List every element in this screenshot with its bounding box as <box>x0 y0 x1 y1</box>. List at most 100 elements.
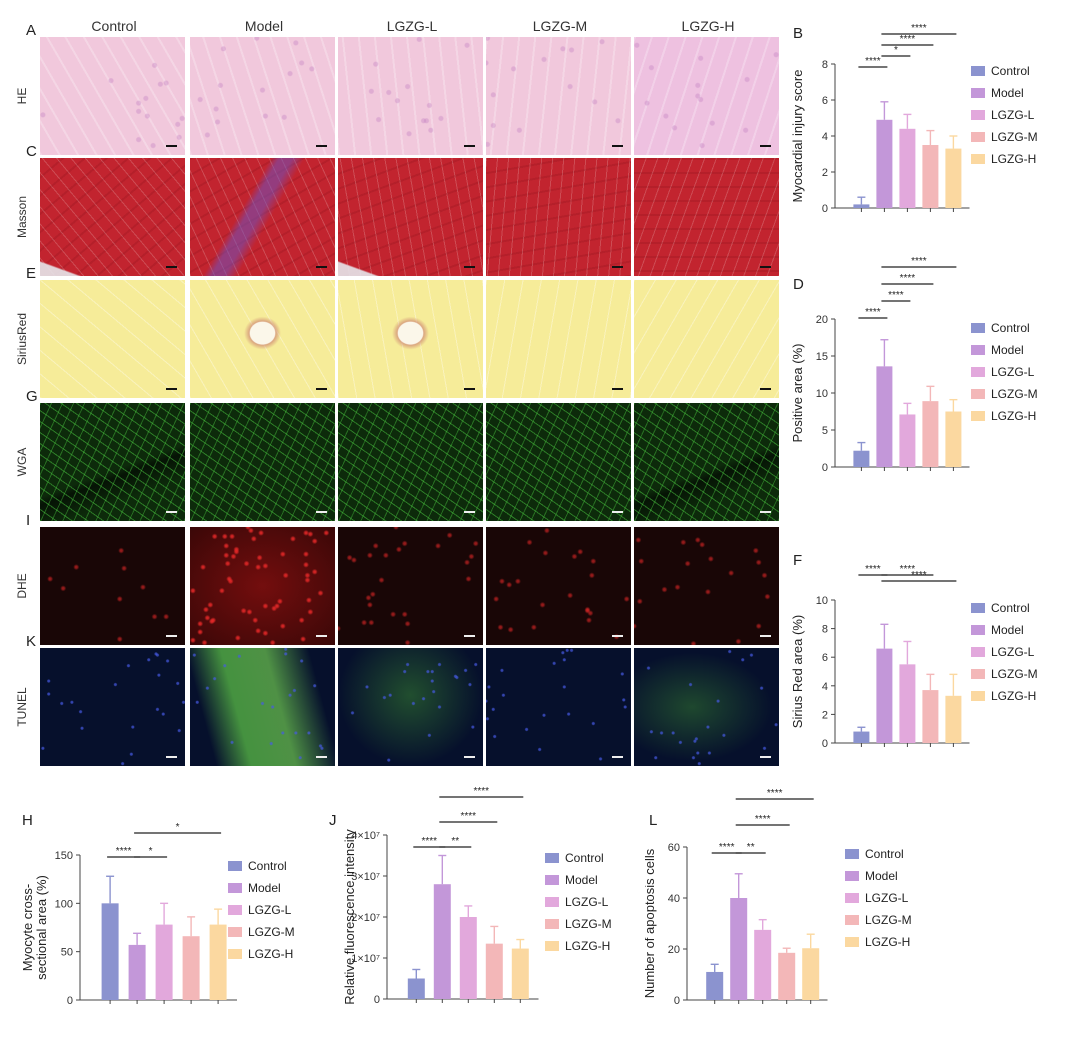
y-axis-label: Myocardial injury score <box>790 70 805 203</box>
legend-swatch <box>971 603 985 613</box>
scale-bar <box>612 635 623 637</box>
significance-label: **** <box>755 814 771 825</box>
micrograph-tile <box>338 527 483 645</box>
micrograph-tile <box>40 527 185 645</box>
panel-letter: K <box>26 633 37 650</box>
scale-bar <box>166 145 177 147</box>
legend-swatch <box>971 669 985 679</box>
micrograph-tile <box>486 37 631 155</box>
legend-label: LGZG-M <box>991 667 1038 681</box>
micrograph-tile <box>338 648 483 766</box>
scale-bar <box>612 511 623 513</box>
y-tick-label: 20 <box>668 944 680 956</box>
y-tick-label: 2 <box>822 709 828 721</box>
legend-label: LGZG-H <box>248 947 293 961</box>
y-tick-label: 0 <box>822 462 828 474</box>
row-label: HE <box>15 87 29 105</box>
legend-label: LGZG-L <box>991 108 1035 122</box>
panel-letter: H <box>22 812 33 829</box>
significance-label: **** <box>474 786 490 797</box>
legend-label: LGZG-H <box>565 939 610 953</box>
column-header: Control <box>91 18 137 34</box>
y-axis-label: sectional area (%) <box>34 875 49 980</box>
y-tick-label: 20 <box>816 314 828 326</box>
bar-lgzg-h <box>802 948 820 1000</box>
bar-lgzg-l <box>899 128 916 208</box>
bar-control <box>101 903 119 1000</box>
y-tick-label: 10 <box>816 388 828 400</box>
scale-bar <box>316 511 327 513</box>
scale-bar <box>760 635 771 637</box>
bar-lgzg-m <box>485 943 503 999</box>
scale-bar <box>166 635 177 637</box>
legend-label: LGZG-M <box>248 925 295 939</box>
bar-lgzg-h <box>945 148 962 208</box>
scale-bar <box>316 756 327 758</box>
significance-label: **** <box>900 34 916 45</box>
legend-label: LGZG-M <box>865 913 912 927</box>
scale-bar <box>760 511 771 513</box>
legend-swatch <box>971 88 985 98</box>
bar-model <box>433 884 451 999</box>
significance-label: **** <box>461 811 477 822</box>
legend-swatch <box>971 323 985 333</box>
significance-label: ** <box>747 842 755 853</box>
significance-label: **** <box>865 307 881 318</box>
bar-lgzg-h <box>209 924 227 1000</box>
legend-label: LGZG-M <box>991 130 1038 144</box>
bar-lgzg-h <box>945 411 962 467</box>
micrograph-tile <box>486 280 631 398</box>
legend-label: Control <box>565 851 604 865</box>
significance-label: **** <box>865 56 881 67</box>
micrograph-tile <box>190 280 335 398</box>
y-tick-label: 10 <box>816 595 828 607</box>
scale-bar <box>316 145 327 147</box>
column-header: LGZG-L <box>386 18 438 34</box>
row-label: WGA <box>15 447 29 477</box>
scale-bar <box>464 266 475 268</box>
micrograph-tile <box>40 648 185 766</box>
chart-H: H 0 50 100 150 Myocyte cross-sectional area (… <box>20 812 295 1007</box>
y-tick-label: 2×10⁷ <box>351 912 380 924</box>
y-tick-label: 4 <box>822 681 828 693</box>
legend-label: Control <box>991 601 1030 615</box>
significance-label: **** <box>767 788 783 799</box>
y-tick-label: 6 <box>822 652 828 664</box>
legend-label: Control <box>248 859 287 873</box>
y-axis-label: Myocyte cross- <box>20 884 35 971</box>
panel-letter: B <box>793 25 803 42</box>
micrograph-tile <box>338 37 483 155</box>
legend-swatch <box>545 853 559 863</box>
scale-bar <box>760 388 771 390</box>
significance-label: **** <box>911 570 927 581</box>
y-tick-label: 100 <box>55 898 73 910</box>
scale-bar <box>760 145 771 147</box>
legend-swatch <box>845 915 859 925</box>
significance-label: **** <box>719 842 735 853</box>
bar-lgzg-l <box>754 929 772 1000</box>
column-header: LGZG-M <box>532 18 588 34</box>
micrograph-tile <box>634 403 779 521</box>
scale-bar <box>612 756 623 758</box>
legend-swatch <box>971 345 985 355</box>
significance-label: **** <box>911 256 927 267</box>
scale-bar <box>464 511 475 513</box>
significance-label: **** <box>422 836 438 847</box>
micrograph-tile <box>40 158 185 276</box>
micrograph-tile <box>486 158 631 276</box>
legend-swatch <box>545 875 559 885</box>
y-tick-label: 0 <box>674 995 680 1007</box>
legend-swatch <box>971 647 985 657</box>
legend-swatch <box>971 110 985 120</box>
micrograph-tile <box>634 158 779 276</box>
y-tick-label: 8 <box>822 59 828 71</box>
legend-label: LGZG-L <box>248 903 292 917</box>
y-tick-label: 4 <box>822 131 828 143</box>
bar-control <box>706 971 724 1000</box>
column-header: LGZG-H <box>681 18 735 34</box>
bar-lgzg-m <box>778 952 796 1000</box>
micrograph-tile <box>338 403 483 521</box>
micrograph-tile <box>338 280 483 398</box>
significance-label: **** <box>865 564 881 575</box>
